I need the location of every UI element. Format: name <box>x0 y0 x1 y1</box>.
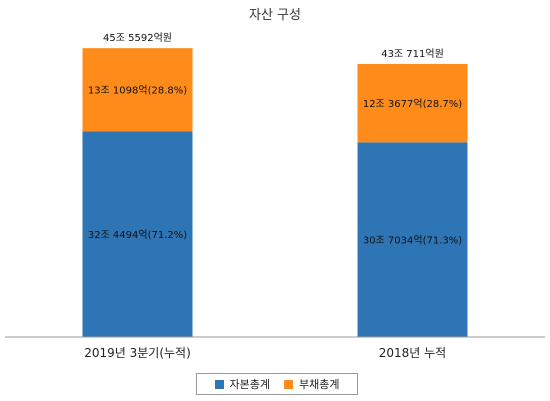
bar-liabilities-0 <box>82 48 193 132</box>
total-label-0: 45조 5592억원 <box>103 32 172 44</box>
x-tick-label-1: 2018년 누적 <box>379 346 446 360</box>
data-label-equity-0: 32조 4494억(71.2%) <box>88 229 187 241</box>
total-label-1: 43조 711억원 <box>381 48 444 60</box>
data-label-liabilities-1: 12조 3677억(28.7%) <box>363 98 462 110</box>
data-label-equity-1: 30조 7034억(71.3%) <box>363 235 462 247</box>
legend-label-equity: 자본총계 <box>229 378 270 391</box>
bars-layer <box>82 48 468 337</box>
legend-item-equity[interactable]: 자본총계 <box>214 376 270 392</box>
chart-legend: 자본총계 부채총계 <box>196 373 358 395</box>
legend-swatch-liabilities <box>284 379 293 389</box>
labels-layer: 32조 4494억(71.2%) 13조 1098억(28.8%) 45조 5592… <box>84 32 462 360</box>
data-label-liabilities-0: 13조 1098억(28.8%) <box>88 85 187 97</box>
legend-swatch-equity <box>214 379 224 389</box>
legend-item-liabilities[interactable]: 부채총계 <box>284 376 339 392</box>
legend-label-liabilities: 부채총계 <box>299 378 340 391</box>
bar-liabilities-1 <box>357 63 468 143</box>
bar-equity-1 <box>357 142 468 337</box>
x-tick-label-0: 2019년 3분기(누적) <box>84 346 191 360</box>
chart-title: 자산 구성 <box>249 8 301 23</box>
bar-equity-0 <box>82 131 193 337</box>
